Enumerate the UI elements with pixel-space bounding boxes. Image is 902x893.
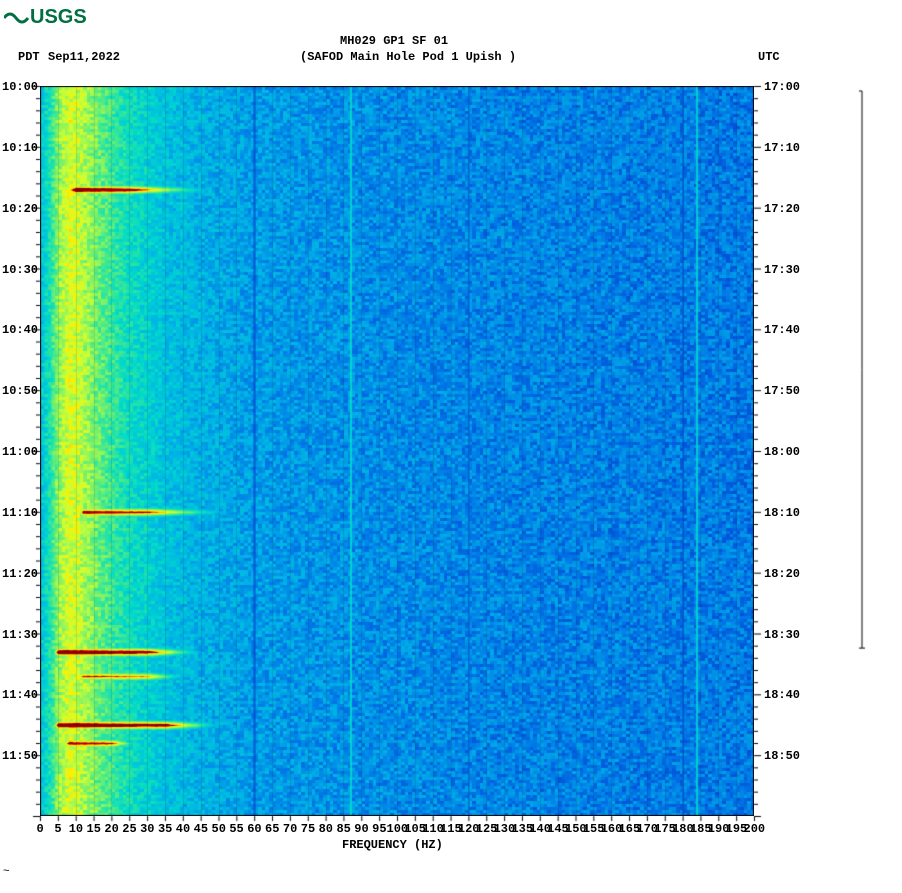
axis-tick: 40 — [176, 822, 190, 836]
axis-tick: 10:00 — [2, 80, 38, 94]
axis-tick: 11:20 — [2, 567, 38, 581]
axis-tick: 30 — [140, 822, 154, 836]
axis-tick: 10:10 — [2, 141, 38, 155]
axis-tick: 60 — [247, 822, 261, 836]
plot-subtitle: (SAFOD Main Hole Pod 1 Upish ) — [300, 50, 516, 64]
axis-tick: 10:40 — [2, 323, 38, 337]
axis-tick: 11:50 — [2, 749, 38, 763]
axis-tick: 35 — [158, 822, 172, 836]
date-label: Sep11,2022 — [48, 50, 120, 64]
axis-tick: 18:30 — [764, 628, 800, 642]
svg-text:USGS: USGS — [30, 6, 87, 28]
axis-tick: 18:40 — [764, 688, 800, 702]
tz-left-label: PDT — [18, 50, 40, 64]
axis-tick: 50 — [212, 822, 226, 836]
axis-tick: 5 — [54, 822, 61, 836]
axis-tick: 20 — [104, 822, 118, 836]
axis-tick: 18:50 — [764, 749, 800, 763]
axis-tick: 55 — [229, 822, 243, 836]
axis-tick: 17:00 — [764, 80, 800, 94]
tilde-marker: ~ — [3, 866, 10, 878]
spectrogram-canvas — [40, 86, 754, 816]
axis-tick: 65 — [265, 822, 279, 836]
axis-tick: 17:20 — [764, 202, 800, 216]
axis-tick: 17:30 — [764, 263, 800, 277]
axis-tick: 17:50 — [764, 384, 800, 398]
axis-tick: 18:10 — [764, 506, 800, 520]
axis-tick: 10:30 — [2, 263, 38, 277]
axis-tick: 90 — [354, 822, 368, 836]
axis-tick: 17:10 — [764, 141, 800, 155]
axis-tick: 80 — [319, 822, 333, 836]
axis-tick: 10:50 — [2, 384, 38, 398]
axis-tick: 15 — [87, 822, 101, 836]
axis-tick: 18:20 — [764, 567, 800, 581]
axis-tick: 45 — [194, 822, 208, 836]
axis-tick: 200 — [744, 822, 766, 836]
axis-tick: 75 — [301, 822, 315, 836]
axis-tick: 11:10 — [2, 506, 38, 520]
x-axis-label: FREQUENCY (HZ) — [342, 838, 443, 852]
axis-tick: 25 — [122, 822, 136, 836]
axis-tick: 11:40 — [2, 688, 38, 702]
axis-tick: 11:30 — [2, 628, 38, 642]
axis-tick: 10 — [69, 822, 83, 836]
axis-tick: 0 — [37, 822, 44, 836]
axis-tick: 11:00 — [2, 445, 38, 459]
axis-tick: 85 — [336, 822, 350, 836]
axis-tick: 70 — [283, 822, 297, 836]
spectrogram-plot — [40, 86, 754, 816]
axis-tick: 10:20 — [2, 202, 38, 216]
axis-tick: 18:00 — [764, 445, 800, 459]
axis-tick: 95 — [372, 822, 386, 836]
plot-title: MH029 GP1 SF 01 — [340, 34, 448, 48]
usgs-logo: USGS — [4, 4, 94, 28]
axis-tick: 17:40 — [764, 323, 800, 337]
tz-right-label: UTC — [758, 50, 780, 64]
